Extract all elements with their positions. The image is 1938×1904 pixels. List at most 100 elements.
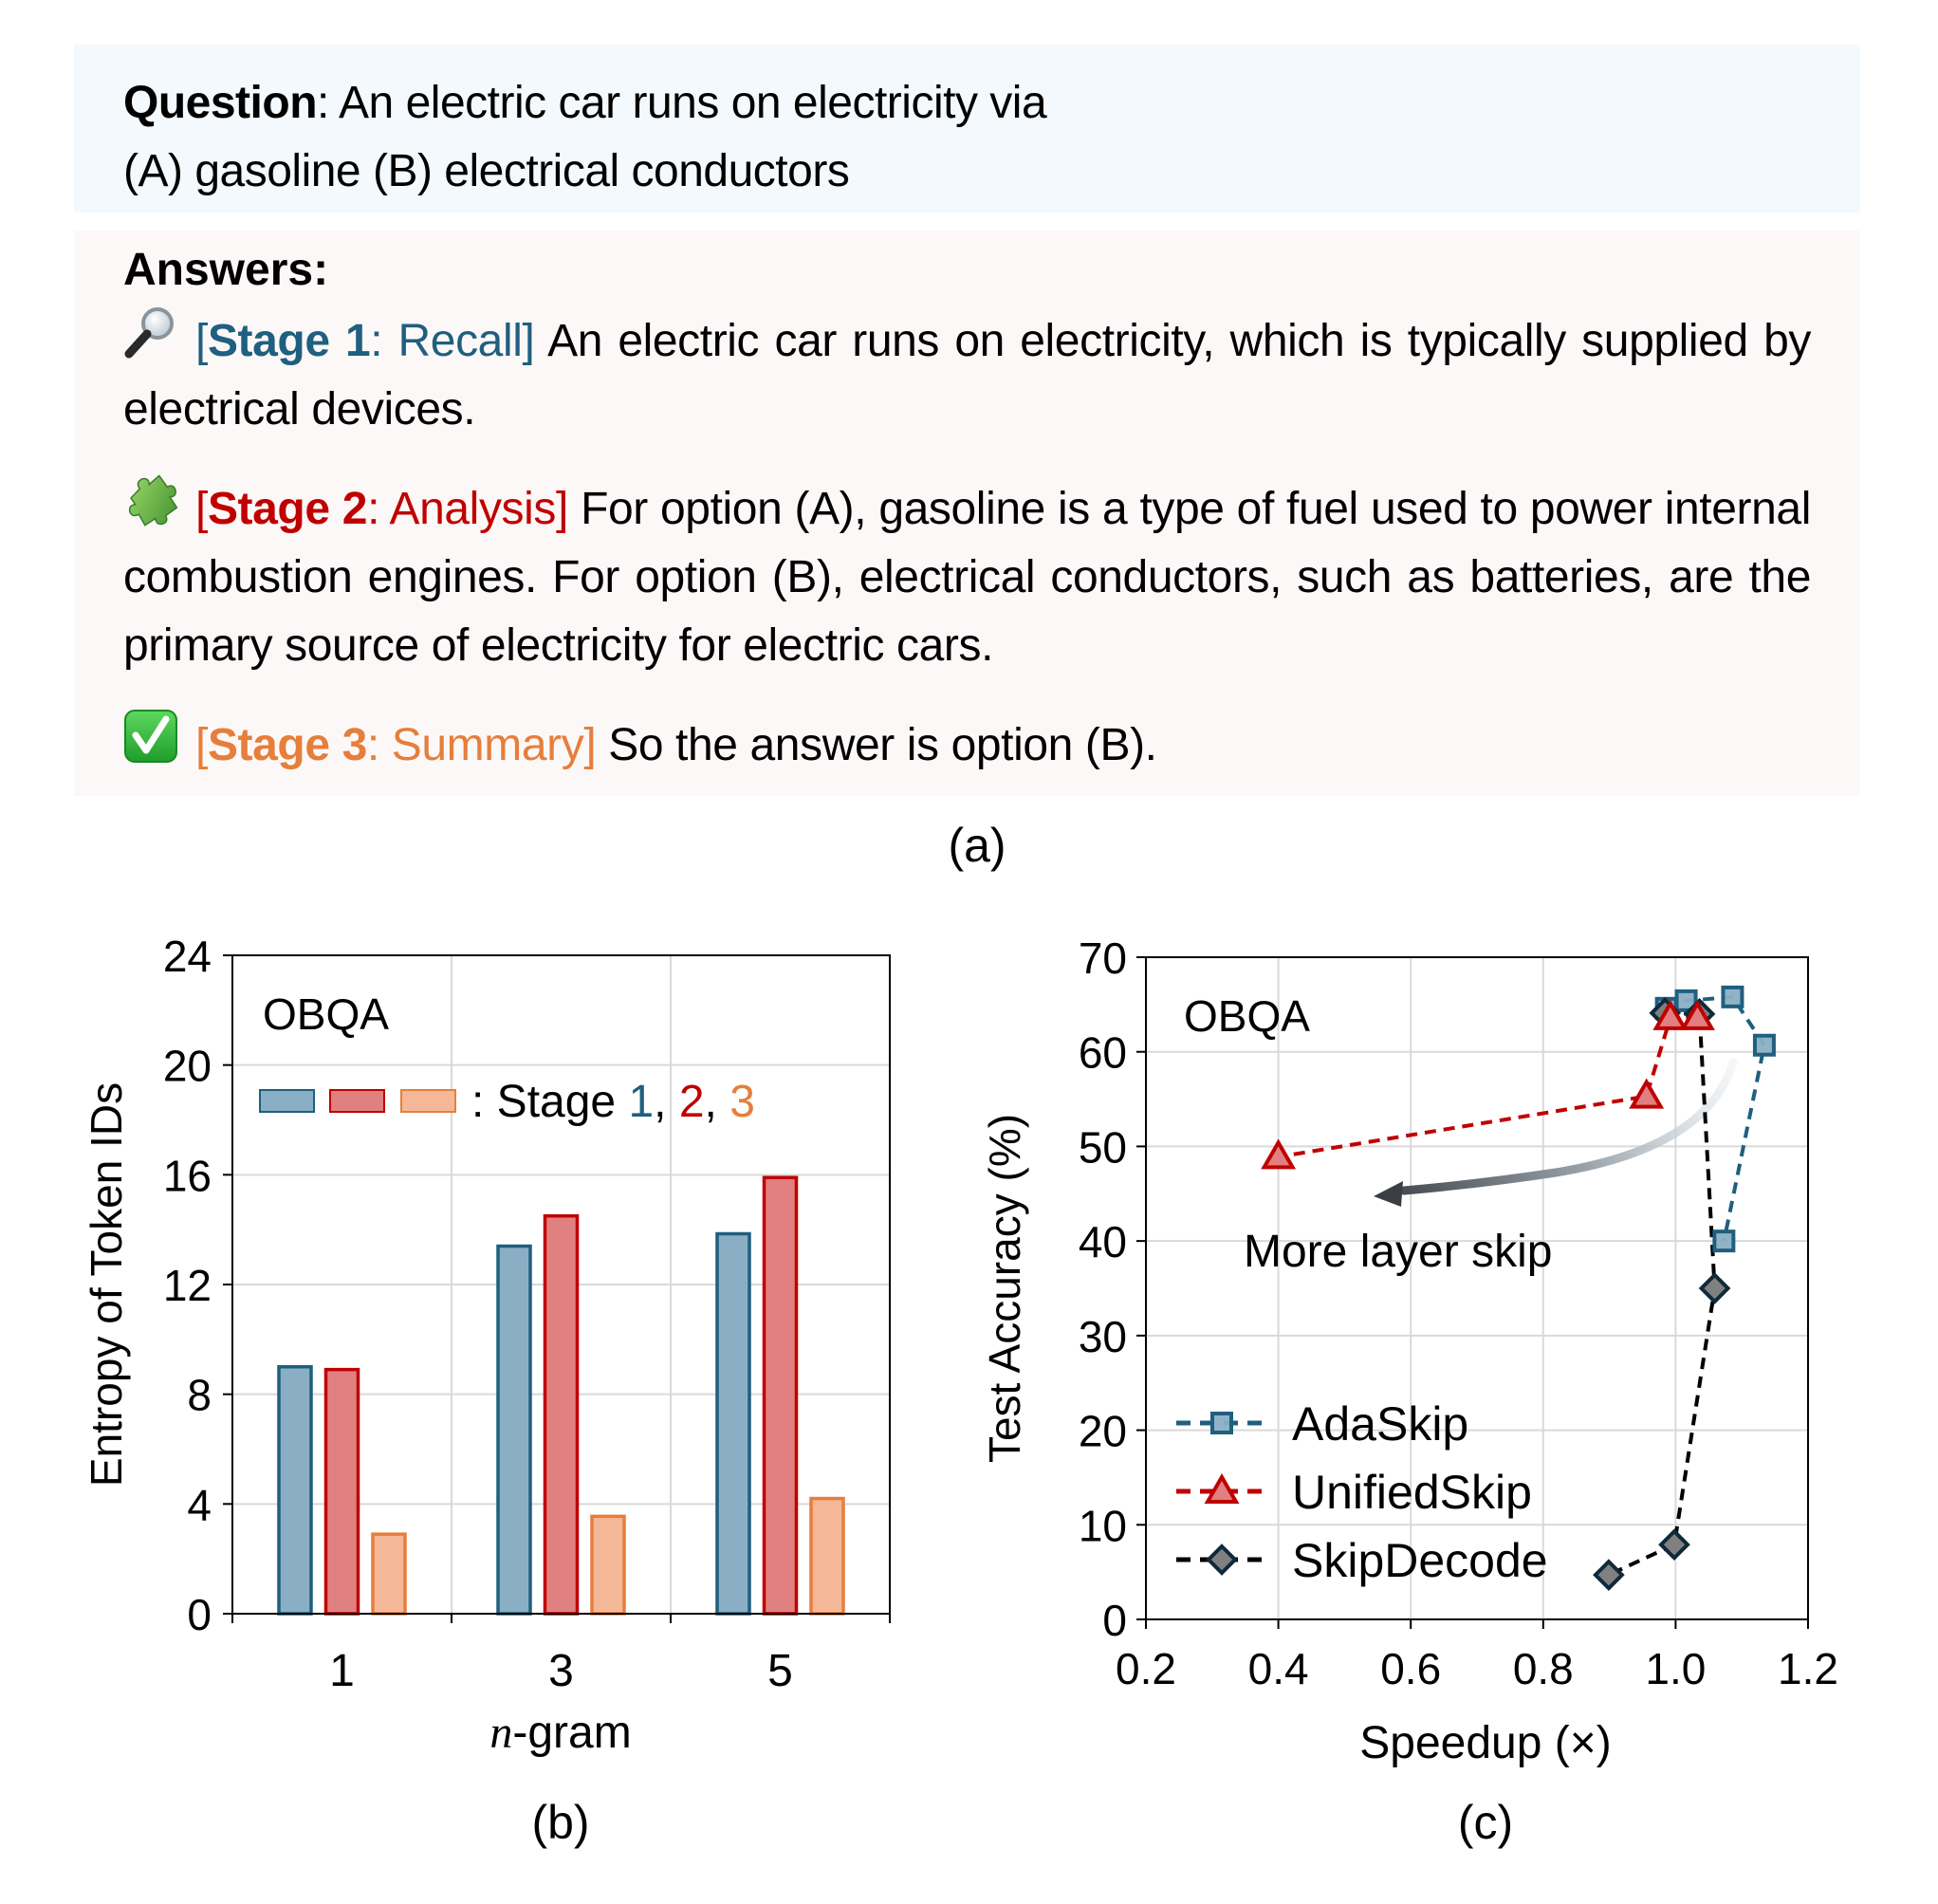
stage-name: Recall bbox=[397, 316, 523, 366]
bar-stage-2 bbox=[543, 1213, 580, 1616]
bar-stage-3 bbox=[590, 1514, 626, 1616]
question-options: (A) gasoline (B) electrical conductors bbox=[123, 146, 850, 196]
stage-1-tag: [Stage 1: Recall] bbox=[195, 316, 535, 366]
chart-c-xlabel: Speedup (×) bbox=[1359, 1718, 1612, 1768]
y-tick-label: 12 bbox=[163, 1261, 212, 1310]
y-tick-label: 4 bbox=[187, 1480, 212, 1529]
xlabel-rest: -gram bbox=[512, 1708, 631, 1758]
legend-label-unifiedskip: UnifiedSkip bbox=[1292, 1466, 1532, 1519]
stage-1-text: An electric car runs on electricity, whi… bbox=[123, 316, 1811, 434]
stage-3-tag: [Stage 3: Summary] bbox=[195, 720, 597, 770]
x-tick-label: 1 bbox=[329, 1646, 355, 1696]
y-tick-label: 10 bbox=[1079, 1501, 1127, 1550]
stage-3-text: So the answer is option (B). bbox=[596, 720, 1157, 770]
answers-panel: Answers: [Stage 1: Recall] An electric c… bbox=[74, 231, 1860, 796]
legend-stage-1: 1 bbox=[628, 1077, 654, 1127]
stage-name: Analysis bbox=[389, 484, 557, 534]
stage-1-answer: [Stage 1: Recall] An electric car runs o… bbox=[123, 305, 1811, 444]
stage-3-answer: [Stage 3: Summary] So the answer is opti… bbox=[123, 709, 1811, 780]
x-tick-label: 0.2 bbox=[1116, 1644, 1176, 1693]
unifiedskip-point bbox=[1261, 1138, 1297, 1170]
x-tick-label: 5 bbox=[767, 1646, 793, 1696]
colon: : bbox=[367, 484, 390, 534]
series bbox=[1261, 985, 1776, 1591]
legend-marker-skipdecode bbox=[1206, 1544, 1238, 1576]
adaskip-point bbox=[1752, 1033, 1776, 1057]
bar-stage-3 bbox=[809, 1496, 845, 1616]
caption-c: (c) bbox=[1458, 1796, 1513, 1849]
bar-stage-1 bbox=[715, 1231, 751, 1616]
unifiedskip-line bbox=[1278, 1015, 1698, 1159]
more-layer-skip-arrow bbox=[1399, 1058, 1738, 1195]
axes bbox=[1136, 956, 1809, 1629]
grid bbox=[1146, 957, 1808, 1619]
x-tick-labels: 0.2 0.4 0.6 0.8 1.0 1.2 bbox=[1116, 1644, 1838, 1693]
chart-b-legend: : Stage 1, 2, 3 bbox=[259, 1077, 755, 1127]
chart-b-title: OBQA bbox=[263, 989, 389, 1039]
legend-stage-2: 2 bbox=[679, 1077, 705, 1127]
question-text: : An electric car runs on electricity vi… bbox=[317, 78, 1047, 128]
caption-a: (a) bbox=[948, 819, 1006, 872]
legend-stage-3: 3 bbox=[729, 1077, 755, 1127]
adaskip-point bbox=[1712, 1229, 1736, 1253]
bracket-close: ] bbox=[556, 484, 568, 534]
bars bbox=[277, 1175, 845, 1616]
question-panel: Question: An electric car runs on electr… bbox=[74, 45, 1860, 213]
x-tick-label: 3 bbox=[548, 1646, 574, 1696]
legend-marker-unifiedskip bbox=[1204, 1472, 1240, 1504]
adaskip-point bbox=[1721, 985, 1744, 1008]
y-tick-label: 24 bbox=[163, 932, 212, 981]
answers-title: Answers: bbox=[123, 245, 329, 295]
skipdecode-point bbox=[1698, 1272, 1731, 1304]
legend-swatch-stage-1 bbox=[259, 1089, 315, 1113]
bracket-close: ] bbox=[522, 316, 535, 366]
stage-2-tag: [Stage 2: Analysis] bbox=[195, 484, 568, 534]
chart-b-ylabel: Entropy of Token IDs bbox=[82, 1082, 131, 1487]
legend-marker-adaskip bbox=[1210, 1412, 1233, 1434]
chart-c-ylabel: Test Accuracy (%) bbox=[980, 1114, 1029, 1463]
chart-c-legend: AdaSkip UnifiedSkip SkipDecode bbox=[1176, 1397, 1548, 1587]
stage-number: Stage 2 bbox=[207, 484, 368, 534]
check-mark-button-icon bbox=[123, 709, 178, 764]
legend-label-adaskip: AdaSkip bbox=[1292, 1397, 1468, 1451]
y-tick-label: 0 bbox=[187, 1590, 212, 1639]
bar-stage-1 bbox=[277, 1365, 313, 1616]
y-tick-labels: 0 4 8 12 16 20 24 bbox=[163, 932, 212, 1639]
legend-prefix: : Stage bbox=[471, 1077, 628, 1127]
arrow-head-icon bbox=[1374, 1181, 1403, 1207]
x-tick-label: 1.2 bbox=[1778, 1644, 1838, 1693]
x-tick-labels: 1 3 5 bbox=[329, 1646, 793, 1696]
annotation-text: More layer skip bbox=[1244, 1227, 1552, 1277]
y-tick-label: 0 bbox=[1102, 1596, 1127, 1645]
chart-c-title: OBQA bbox=[1184, 991, 1310, 1041]
x-tick-label: 1.0 bbox=[1645, 1644, 1706, 1693]
xlabel-italic-n: n bbox=[489, 1708, 512, 1758]
colon: : bbox=[370, 316, 398, 366]
caption-b: (b) bbox=[531, 1796, 589, 1849]
adaskip-line bbox=[1665, 994, 1767, 1242]
y-tick-label: 20 bbox=[1079, 1407, 1127, 1456]
y-tick-label: 50 bbox=[1079, 1122, 1127, 1172]
adaskip-point bbox=[1674, 989, 1698, 1012]
legend-sep: , bbox=[654, 1077, 679, 1127]
puzzle-piece-icon bbox=[123, 472, 178, 527]
stage-number: Stage 3 bbox=[207, 720, 367, 770]
colon: : bbox=[366, 720, 392, 770]
y-tick-label: 16 bbox=[163, 1151, 212, 1200]
unifiedskip-point bbox=[1679, 999, 1715, 1030]
bracket-open: [ bbox=[195, 720, 208, 770]
magnifying-glass-icon bbox=[123, 305, 178, 360]
question-label: Question bbox=[123, 78, 318, 128]
plot-frame bbox=[231, 954, 891, 1615]
skipdecode-line bbox=[1608, 1010, 1717, 1577]
y-tick-label: 8 bbox=[187, 1371, 212, 1420]
chart-b-xlabel: n-gram bbox=[489, 1708, 631, 1758]
bracket-close: ] bbox=[583, 720, 597, 770]
legend-label: : Stage 1, 2, 3 bbox=[471, 1077, 755, 1127]
unifiedskip-point bbox=[1652, 999, 1689, 1030]
skipdecode-point bbox=[1658, 1528, 1690, 1562]
bracket-open: [ bbox=[195, 484, 208, 534]
y-tick-label: 70 bbox=[1079, 934, 1127, 983]
stage-2-answer: [Stage 2: Analysis] For option (A), gaso… bbox=[123, 472, 1811, 680]
